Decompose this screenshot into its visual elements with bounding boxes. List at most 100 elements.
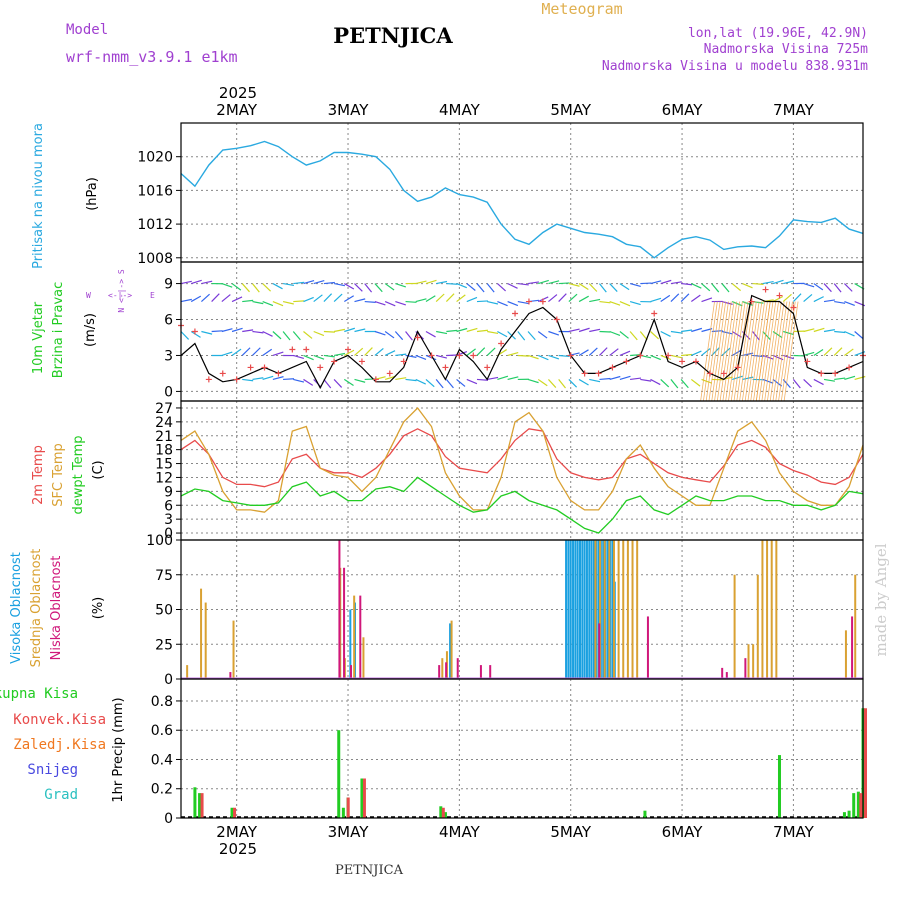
svg-text:W: W xyxy=(86,291,91,300)
high-cloud-bar xyxy=(565,540,568,679)
wind-arrow xyxy=(201,330,213,335)
wind-arrow xyxy=(803,351,815,357)
wind-arrow xyxy=(354,328,366,333)
gust-marker xyxy=(233,376,240,383)
wind-arrow xyxy=(762,280,774,285)
wind-arrow xyxy=(803,378,813,388)
gust-hatch-line xyxy=(711,301,727,402)
svg-text:E: E xyxy=(150,291,155,300)
gust-hatch-line xyxy=(741,301,757,402)
wind-arrow xyxy=(772,295,784,303)
pressure-ylabel: Pritisak na nivou mora xyxy=(31,123,46,269)
wind-arrow xyxy=(252,347,261,356)
wind-arrow xyxy=(395,300,407,306)
wind-arrow xyxy=(823,299,836,303)
wind-arrow xyxy=(180,280,192,285)
wind-arrow xyxy=(823,347,833,356)
gust-marker xyxy=(720,370,727,377)
wind-arrow xyxy=(548,379,557,388)
low-cloud-bar xyxy=(350,665,353,679)
total-precip-bar xyxy=(360,778,364,818)
top-day-label: 3MAY xyxy=(328,101,370,119)
meteogram-label: Meteogram xyxy=(541,0,622,18)
wind-arrow xyxy=(272,376,284,381)
low-cloud-bar xyxy=(338,540,341,679)
gust-hatch-line xyxy=(700,301,715,402)
wind-arrow xyxy=(251,283,260,293)
wind-arrow xyxy=(283,378,295,381)
legend-snow: Snijeg xyxy=(27,762,78,778)
mid-cloud-bar xyxy=(770,540,773,679)
total-precip-bar xyxy=(230,807,234,818)
wind-arrow xyxy=(731,349,742,356)
total-precip-bar xyxy=(198,793,202,818)
wind-arrow xyxy=(212,379,219,388)
wind-arrow xyxy=(599,377,611,381)
gust-marker xyxy=(651,310,658,317)
wind-arrow xyxy=(456,294,466,303)
y-tick-label: 0.2 xyxy=(151,782,173,798)
wind-arrow xyxy=(384,350,396,357)
wind-arrow xyxy=(384,331,395,339)
wind-arrow xyxy=(813,327,825,333)
gust-marker xyxy=(609,364,616,371)
mid-cloud-bar xyxy=(603,540,606,679)
wind-arrow xyxy=(619,331,629,339)
wind-arrow xyxy=(517,331,526,341)
mid-cloud-bar xyxy=(854,574,857,679)
y-tick-label: 0 xyxy=(164,384,173,400)
wind-arrow xyxy=(507,376,519,381)
wind-arrow xyxy=(191,379,200,386)
mid-cloud-bar xyxy=(612,540,615,679)
legend-total-rain: Ukupna Kisa xyxy=(0,686,78,702)
wind-arrow xyxy=(456,378,466,387)
watermark: made by Angel xyxy=(872,543,890,656)
wind-arrow xyxy=(476,283,485,293)
wind-arrow xyxy=(374,283,383,293)
wind-arrow xyxy=(548,294,558,303)
wind-arrow xyxy=(650,354,661,361)
mid-cloud-bar xyxy=(450,620,453,679)
chart-panels: 1008101210161020036903691215182124270255… xyxy=(137,122,867,827)
wind-arrow xyxy=(680,379,689,389)
gust-marker xyxy=(414,334,421,341)
high-cloud-bar xyxy=(581,540,584,679)
wind-arrow xyxy=(221,294,231,303)
wind-arrow xyxy=(436,280,448,285)
wind-arrow xyxy=(619,283,630,291)
wind-arrow xyxy=(415,354,427,360)
wind-arrow xyxy=(293,378,305,383)
wind-arrow xyxy=(201,379,208,387)
wind-arrow xyxy=(435,293,445,302)
wind-arrow xyxy=(201,280,213,285)
wind-arrow xyxy=(619,375,631,381)
wind-arrow xyxy=(690,378,701,387)
wind-arrow xyxy=(344,349,355,356)
low-cloud-bar xyxy=(359,595,362,679)
wind-arrow xyxy=(558,293,567,302)
wind-arrow xyxy=(333,328,346,333)
wind-arrow xyxy=(854,331,864,340)
wind-arrow xyxy=(252,330,264,334)
wind-arrow xyxy=(844,283,853,292)
wind-arrow xyxy=(834,377,846,381)
gust-marker xyxy=(706,370,713,377)
conv-precip-bar xyxy=(233,807,237,818)
wind-arrow xyxy=(435,379,444,389)
wind-arrow xyxy=(272,331,282,340)
wind-arrow xyxy=(364,300,376,303)
gust-marker xyxy=(247,364,254,371)
wind-arrow xyxy=(476,347,486,356)
wind-arrow xyxy=(578,327,590,333)
wind-arrow xyxy=(456,327,468,333)
wind-arrow xyxy=(201,293,210,302)
gust-hatch-line xyxy=(761,301,777,402)
year-bottom: 2025 xyxy=(219,840,257,858)
wind-arrow xyxy=(538,279,549,285)
total-precip-bar xyxy=(777,755,781,818)
wind-arrow xyxy=(344,327,355,333)
wind-arrow xyxy=(823,378,835,382)
y-tick-label: 1016 xyxy=(137,183,173,199)
wind-arrow xyxy=(293,281,305,285)
wind-ylabel-2: Brzina i Pravac xyxy=(51,282,66,379)
